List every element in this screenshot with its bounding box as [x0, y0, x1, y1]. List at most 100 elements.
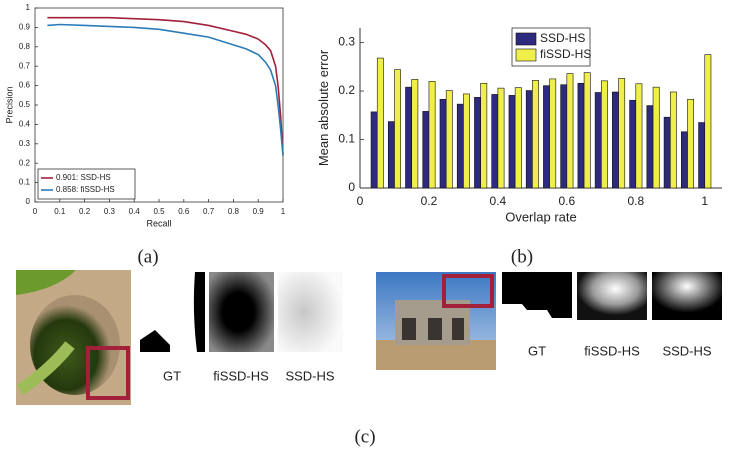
x-tick-label: 0.2: [79, 207, 91, 216]
bar: [387, 121, 395, 189]
bar: [514, 87, 522, 189]
y-tick-label: 0.3: [19, 139, 31, 148]
x-tick-label: 0.4: [490, 194, 507, 208]
image-label: GT: [528, 343, 546, 358]
bar: [376, 57, 384, 189]
x-tick-label: 1: [701, 194, 708, 208]
x-tick-label: 0.5: [153, 207, 165, 216]
bar: [394, 69, 401, 189]
chart: 0 0.2 0.4 0.6 0.8 1 0 0.1 0.2 0.3 Overlap rate Mean…: [316, 27, 722, 224]
bar: [543, 85, 550, 189]
bar: [698, 122, 706, 189]
legend-swatch: [515, 32, 537, 46]
image-label: GT: [163, 368, 181, 383]
image-label: SSD-HS: [285, 368, 334, 383]
bar: [439, 98, 447, 189]
bar: [532, 80, 539, 189]
bar: [456, 103, 464, 189]
x-tick-label: 0.1: [54, 207, 66, 216]
y-tick-label: 1: [26, 3, 31, 12]
bar: [646, 105, 654, 189]
x-tick-label: 0.8: [627, 194, 644, 208]
photo-detail: [452, 318, 464, 340]
bar: [704, 54, 712, 189]
x-tick-label: 0: [33, 207, 38, 216]
x-tick-label: 0.8: [228, 207, 240, 216]
bar: [612, 91, 619, 189]
bar: [618, 78, 626, 189]
bar: [560, 84, 568, 189]
caption: (b): [511, 246, 533, 267]
y-tick-label: 0.6: [19, 81, 31, 90]
broccoli-images: GT fiSSD-HS SSD-HS: [16, 270, 343, 405]
bar: [525, 90, 533, 189]
mask-detail: [502, 272, 572, 318]
bar: [583, 72, 591, 189]
bar: [687, 98, 695, 189]
y-axis-label: Precision: [5, 86, 15, 123]
bar: [508, 95, 516, 189]
mask-ssd: [652, 272, 722, 320]
bar: [463, 93, 470, 189]
legend-label: 0.858: fiSSD-HS: [56, 185, 115, 194]
x-tick-label: 0.3: [104, 207, 116, 216]
x-axis-label: Recall: [146, 218, 171, 228]
bar: [497, 87, 505, 189]
legend-swatch: [515, 48, 537, 62]
highlight-box: [442, 274, 494, 308]
bar: [629, 99, 637, 189]
bar: [681, 131, 688, 189]
caption: (a): [137, 246, 158, 267]
mask-fissd: [209, 272, 274, 352]
y-tick-label: 0: [26, 197, 31, 206]
x-tick-label: 0.7: [203, 207, 215, 216]
y-axis-label: Mean absolute error: [316, 49, 331, 166]
bar: [652, 86, 660, 189]
x-tick-label: 0.9: [253, 207, 265, 216]
image-label: fiSSD-HS: [584, 343, 640, 358]
x-tick-label: 0.4: [129, 207, 141, 216]
photo-detail: [428, 318, 442, 340]
mask-ssd: [278, 272, 343, 352]
y-tick-label: 0.1: [338, 132, 355, 146]
bar: [577, 82, 585, 189]
bar: [635, 83, 643, 189]
bar: [370, 111, 378, 189]
bar: [474, 97, 481, 189]
bar: [601, 80, 608, 189]
mask-fissd: [577, 272, 647, 320]
bar: [422, 111, 430, 189]
charts: 0 0.1 0.2 0.3 0.4 0.5 0.6 0.7 0.8 0.9 1 0 0.1 0.2 0.3 0…: [5, 3, 722, 228]
x-axis-label: Overlap rate: [505, 209, 577, 224]
chart: 0 0.1 0.2 0.3 0.4 0.5 0.6 0.7 0.8 0.9 1 0 0.1 0.2 0.3 0…: [5, 3, 286, 228]
x-tick-label: 1: [281, 207, 286, 216]
y-tick-label: 0.9: [19, 23, 31, 32]
bar: [594, 92, 602, 189]
y-tick-label: 0.7: [19, 61, 31, 70]
bar: [663, 116, 671, 189]
image-label: fiSSD-HS: [213, 368, 269, 383]
line-series: [47, 23, 284, 156]
y-tick-label: 0.8: [19, 42, 31, 51]
y-tick-label: 0.2: [338, 83, 355, 97]
legend-label: 0.901: SSD-HS: [56, 173, 111, 182]
highlight-box: [86, 346, 130, 400]
photo-detail: [16, 341, 75, 395]
x-tick-label: 0.6: [559, 194, 576, 208]
line-series: [47, 16, 284, 156]
bar: [428, 81, 436, 189]
bar: [491, 94, 499, 189]
bar: [480, 82, 488, 189]
y-tick-label: 0.2: [19, 158, 31, 167]
image-label: SSD-HS: [662, 343, 711, 358]
legend-box: [37, 168, 136, 200]
bar: [411, 79, 419, 189]
x-tick-label: 0.2: [421, 194, 438, 208]
photo-detail: [16, 270, 76, 295]
y-tick-label: 0.5: [19, 100, 31, 109]
bar: [566, 73, 574, 189]
legend-label: fiSSD-HS: [540, 47, 591, 61]
caption: (c): [354, 426, 375, 447]
y-tick-label: 0: [348, 180, 355, 194]
